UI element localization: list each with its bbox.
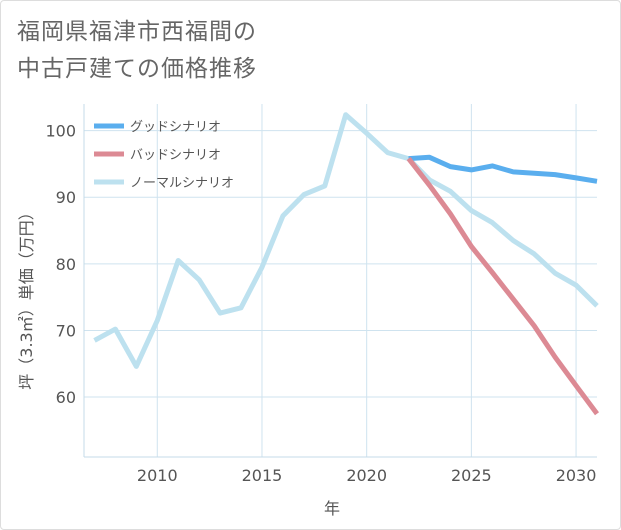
chart-title: 福岡県福津市西福間の 中古戸建ての価格推移 (17, 14, 257, 88)
x-tick-label: 2030 (556, 466, 597, 485)
x-tick-label: 2010 (137, 466, 178, 485)
axes: 2010 2015 2020 2025 2030 60 70 80 90 100 (45, 104, 597, 485)
chart-title-line-1: 福岡県福津市西福間の (17, 19, 257, 45)
chart-title-line-2: 中古戸建ての価格推移 (17, 56, 257, 82)
legend-label: グッドシナリオ (130, 120, 221, 135)
series-line-2 (93, 112, 599, 369)
legend-label: ノーマルシナリオ (130, 176, 234, 191)
legend-label: バッドシナリオ (130, 148, 221, 163)
y-axis-title: 坪（3.3㎡）単価（万円） (17, 204, 36, 389)
grid-lines (84, 104, 597, 457)
series-line-0 (408, 154, 598, 184)
series-lines (93, 112, 600, 416)
y-tick-label: 100 (45, 122, 76, 141)
x-tick-label: 2020 (346, 466, 387, 485)
y-tick-label: 90 (56, 188, 76, 207)
y-tick-label: 60 (56, 388, 76, 407)
x-tick-label: 2025 (451, 466, 492, 485)
series-line-1 (406, 157, 600, 416)
x-axis-title: 年 (324, 499, 340, 518)
x-tick-label: 2015 (242, 466, 283, 485)
y-tick-label: 80 (56, 255, 76, 274)
y-tick-label: 70 (56, 321, 76, 340)
